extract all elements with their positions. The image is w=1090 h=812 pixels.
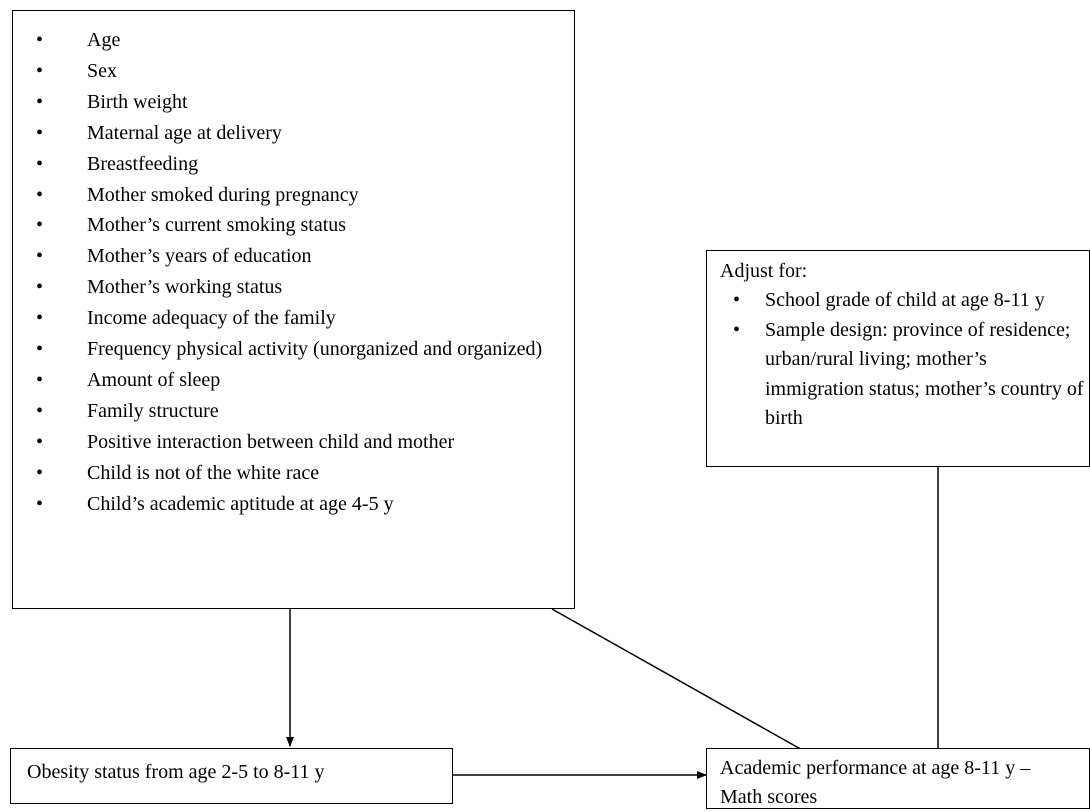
list-item: Mother smoked during pregnancy [36,180,569,211]
list-item: Sample design: province of residence; ur… [733,316,1089,434]
list-item: Mother’s years of education [36,241,569,272]
confounder-box: AgeSexBirth weightMaternal age at delive… [12,10,575,609]
exposure-box: Obesity status from age 2-5 to 8-11 y [10,748,453,804]
list-item: Child is not of the white race [36,458,569,489]
adjust-label: Adjust for: [720,260,808,282]
list-item: Sex [36,56,569,87]
list-item: Age [36,25,569,56]
list-item: Mother’s working status [36,272,569,303]
adjust-box: Adjust for: School grade of child at age… [706,250,1090,467]
list-item: Amount of sleep [36,365,569,396]
list-item: School grade of child at age 8-11 y [733,286,1089,316]
outcome-label: Academic performance at age 8-11 y – Mat… [720,757,1031,808]
arrow [551,608,837,770]
outcome-box: Academic performance at age 8-11 y – Mat… [706,748,1090,809]
list-item: Frequency physical activity (unorganized… [36,334,569,365]
list-item: Mother’s current smoking status [36,210,569,241]
list-item: Child’s academic aptitude at age 4-5 y [36,489,569,520]
list-item: Income adequacy of the family [36,303,569,334]
list-item: Maternal age at delivery [36,118,569,149]
list-item: Birth weight [36,87,569,118]
list-item: Positive interaction between child and m… [36,427,569,458]
list-item: Breastfeeding [36,149,569,180]
adjust-list: School grade of child at age 8-11 ySampl… [733,286,1089,434]
confounder-list: AgeSexBirth weightMaternal age at delive… [36,25,569,520]
exposure-label: Obesity status from age 2-5 to 8-11 y [27,761,325,783]
list-item: Family structure [36,396,569,427]
